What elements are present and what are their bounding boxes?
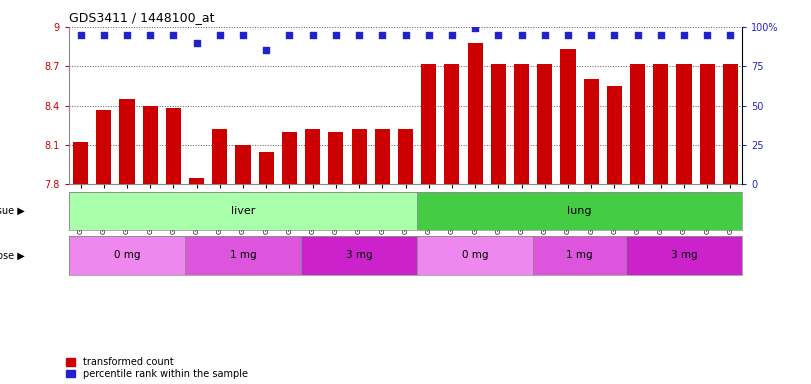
Bar <box>69 236 185 275</box>
Point <box>237 31 250 38</box>
Point <box>97 31 110 38</box>
Point <box>561 31 574 38</box>
Bar <box>514 64 529 184</box>
Bar <box>491 64 506 184</box>
Point <box>631 31 644 38</box>
Point <box>608 31 621 38</box>
Bar <box>301 236 417 275</box>
Bar <box>165 108 181 184</box>
Point <box>724 31 737 38</box>
Bar <box>305 129 320 184</box>
Point <box>423 31 436 38</box>
Text: 3 mg: 3 mg <box>345 250 372 260</box>
Bar <box>212 129 227 184</box>
Point <box>307 31 320 38</box>
Text: 1 mg: 1 mg <box>566 250 593 260</box>
Point <box>353 31 366 38</box>
Point <box>283 31 296 38</box>
Bar <box>537 64 552 184</box>
Point <box>491 31 504 38</box>
Bar <box>700 64 714 184</box>
Point <box>74 31 87 38</box>
Point <box>260 47 272 53</box>
Bar <box>607 86 622 184</box>
Text: tissue ▶: tissue ▶ <box>0 206 24 216</box>
Text: liver: liver <box>231 206 255 216</box>
Point <box>329 31 342 38</box>
Bar <box>351 129 367 184</box>
Text: 0 mg: 0 mg <box>462 250 488 260</box>
Point <box>701 31 714 38</box>
Point <box>539 31 551 38</box>
Point <box>677 31 690 38</box>
Bar <box>630 64 646 184</box>
Bar <box>375 129 390 184</box>
Point <box>399 31 412 38</box>
Bar <box>654 64 668 184</box>
Point <box>213 31 226 38</box>
Bar <box>328 132 343 184</box>
Bar <box>468 43 483 184</box>
Bar <box>185 236 301 275</box>
Bar <box>69 192 417 230</box>
Text: dose ▶: dose ▶ <box>0 250 24 260</box>
Point <box>121 31 134 38</box>
Bar <box>584 79 599 184</box>
Point <box>585 31 598 38</box>
Bar <box>533 236 626 275</box>
Bar <box>723 64 738 184</box>
Bar <box>189 178 204 184</box>
Text: GDS3411 / 1448100_at: GDS3411 / 1448100_at <box>69 11 214 24</box>
Point <box>190 40 203 46</box>
Point <box>654 31 667 38</box>
Point <box>167 31 180 38</box>
Bar <box>417 192 742 230</box>
Bar <box>444 64 460 184</box>
Bar <box>259 152 274 184</box>
Text: lung: lung <box>568 206 592 216</box>
Bar <box>676 64 692 184</box>
Bar <box>97 109 111 184</box>
Point <box>445 31 458 38</box>
Bar <box>626 236 742 275</box>
Bar <box>282 132 297 184</box>
Bar <box>560 49 576 184</box>
Bar <box>143 106 157 184</box>
Point <box>515 31 528 38</box>
Legend: transformed count, percentile rank within the sample: transformed count, percentile rank withi… <box>66 357 248 379</box>
Bar <box>73 142 88 184</box>
Point <box>469 25 482 31</box>
Text: 1 mg: 1 mg <box>230 250 256 260</box>
Bar <box>398 129 413 184</box>
Point <box>375 31 388 38</box>
Bar <box>421 64 436 184</box>
Bar <box>417 236 533 275</box>
Bar <box>235 145 251 184</box>
Text: 0 mg: 0 mg <box>114 250 140 260</box>
Text: 3 mg: 3 mg <box>671 250 697 260</box>
Bar <box>119 99 135 184</box>
Point <box>144 31 157 38</box>
